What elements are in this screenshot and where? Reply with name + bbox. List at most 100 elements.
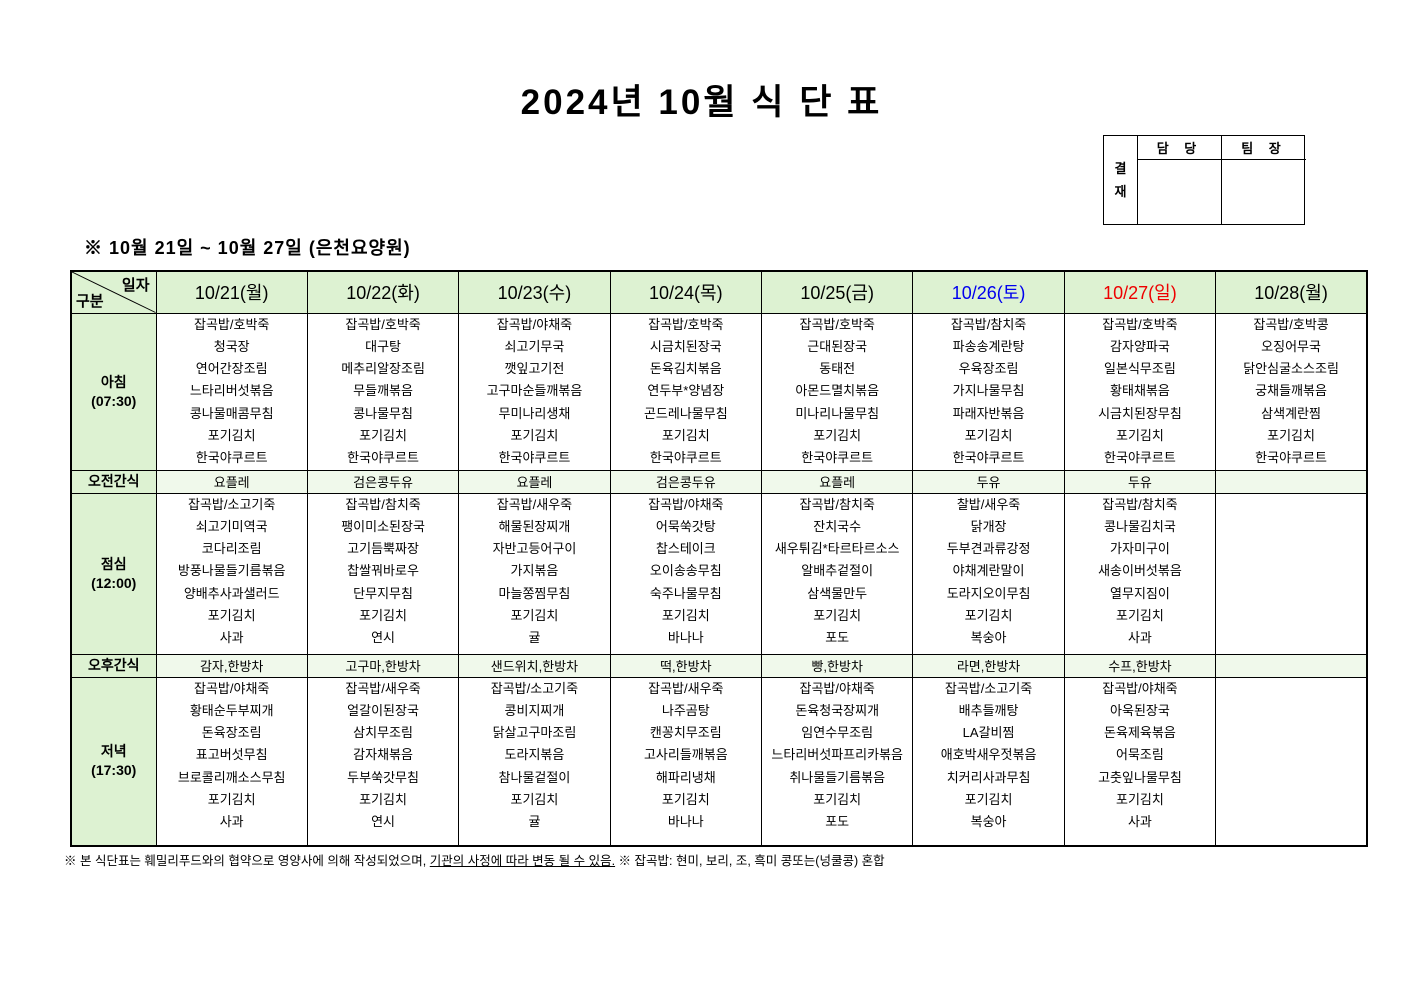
menu-item: 찹스테이크 (655, 541, 716, 557)
table-row-pm-snack: 오후간식 감자,한방차 고구마,한방차 샌드위치,한방차 떡,한방차 빵,한방차 라면,한방… (70, 653, 1368, 678)
footer-note-part1: ※ 본 식단표는 훼밀리푸드와의 협약으로 영양사에 의해 작성되었으며, (64, 854, 430, 868)
menu-item: 어묵쑥갓탕 (655, 518, 716, 534)
menu-item: 포기김치 (1116, 792, 1164, 808)
menu-item: 아몬드멸치볶음 (795, 383, 880, 399)
menu-item: 잔치국수 (813, 518, 862, 534)
approval-label: 결 재 (1104, 136, 1138, 224)
menu-item: 새송이버섯볶음 (1098, 563, 1182, 579)
menu-item: 닭살고구마조림 (492, 725, 577, 741)
menu-item: 한국야쿠르트 (1104, 450, 1176, 466)
row-label-am-snack: 오전간식 (70, 469, 157, 494)
date-header: 10/21(월) (155, 270, 308, 314)
menu-cell: 잡곡밥/호박죽 청국장 연어간장조림 느타리버섯볶음 콩나물매콤무침 포기김치 한국야쿠르트 (155, 312, 308, 471)
corner-cell: 일자 구분 (70, 270, 157, 314)
menu-item: 사과 (1127, 630, 1152, 646)
menu-item: 대구탕 (365, 338, 401, 354)
approval-signature-cell (1138, 160, 1222, 224)
menu-item: 포기김치 (661, 608, 710, 624)
snack-cell: 떡,한방차 (609, 653, 763, 678)
menu-cell: 잡곡밥/참치죽 잔치국수 새우튀김*타르타르소스 알배추겉절이 삼색물만두 포기김치 포도 (760, 492, 914, 655)
menu-item: 열무지짐이 (1110, 585, 1170, 601)
menu-item: 캔꽁치무조림 (649, 725, 722, 741)
menu-item: 해물된장찌개 (498, 518, 571, 534)
menu-item: 나주곰탕 (661, 702, 710, 718)
date-header: 10/26(토) (912, 270, 1065, 314)
menu-item: 잡곡밥/참치죽 (1102, 496, 1178, 512)
menu-item: 고기듬뿍짜장 (347, 541, 419, 557)
menu-item: 포기김치 (207, 427, 256, 443)
menu-item: 잡곡밥/호박죽 (345, 316, 421, 332)
menu-item: 포기김치 (510, 608, 559, 624)
menu-item: 잡곡밥/호박죽 (648, 316, 724, 332)
menu-item: 느타리버섯파프리카볶음 (771, 747, 903, 763)
menu-item: 포기김치 (661, 427, 710, 443)
menu-item: 고사리들깨볶음 (643, 747, 728, 763)
menu-item: 메추리알장조림 (341, 361, 425, 377)
date-header: 10/23(수) (458, 270, 611, 314)
menu-item: 파송송계란탕 (952, 338, 1025, 354)
menu-item: 시금치된장국 (649, 338, 722, 354)
table-row-dinner: 저녁 (17:30) 잡곡밥/야채죽 황태순두부찌개 돈육장조림 표고버섯무침 브로콜리깨소… (70, 676, 1368, 847)
menu-item: 포기김치 (964, 792, 1013, 808)
snack-cell: 고구마,한방차 (306, 653, 460, 678)
menu-item: 잡곡밥/새우죽 (496, 496, 573, 512)
menu-cell: 잡곡밥/참치죽 팽이미소된장국 고기듬뿍짜장 찹쌀꿔바로우 단무지무침 포기김치 연시 (306, 492, 460, 655)
menu-item: 잡곡밥/소고기죽 (188, 496, 276, 512)
menu-item: 양배추사과샐러드 (183, 585, 280, 601)
menu-item: 포기김치 (813, 792, 862, 808)
menu-cell: 잡곡밥/소고기죽 콩비지찌개 닭살고구마조림 도라지볶음 참나물겉절이 포기김치 귤 (458, 676, 611, 847)
menu-item: 잡곡밥/호박죽 (1102, 316, 1178, 332)
menu-item: 한국야쿠르트 (1255, 450, 1327, 466)
menu-item: 잡곡밥/호박죽 (799, 316, 875, 332)
menu-item: 잡곡밥/소고기죽 (944, 680, 1033, 696)
menu-item: LA갈비찜 (962, 725, 1015, 741)
menu-item: 사과 (1127, 814, 1152, 830)
menu-item: 단무지무침 (353, 585, 413, 601)
menu-item: 잡곡밥/참치죽 (950, 316, 1027, 332)
menu-item: 포도 (825, 814, 850, 830)
menu-item: 포기김치 (1116, 608, 1164, 624)
menu-item: 근대된장국 (807, 338, 868, 354)
menu-item: 치커리사과무침 (946, 769, 1031, 785)
menu-item: 포기김치 (1267, 427, 1315, 443)
date-header: 10/24(목) (609, 270, 763, 314)
menu-cell: 잡곡밥/새우죽 나주곰탕 캔꽁치무조림 고사리들깨볶음 해파리냉채 포기김치 바나나 (609, 676, 763, 847)
menu-item: 동태전 (819, 361, 856, 377)
menu-cell: 잡곡밥/야채죽 아욱된장국 돈육제육볶음 어묵조림 고춧잎나물무침 포기김치 사과 (1063, 676, 1217, 847)
menu-cell: 잡곡밥/호박죽 대구탕 메추리알장조림 무들깨볶음 콩나물무침 포기김치 한국야쿠르트 (306, 312, 460, 471)
menu-item: 우육장조림 (958, 361, 1019, 377)
menu-item: 삼색계란찜 (1261, 405, 1321, 421)
date-header: 10/27(일) (1063, 270, 1217, 314)
snack-cell: 검은콩두유 (306, 469, 460, 494)
menu-item: 도라지볶음 (504, 747, 565, 763)
snack-cell (1215, 469, 1368, 494)
menu-item: 포기김치 (813, 608, 862, 624)
menu-cell: 잡곡밥/소고기죽 쇠고기미역국 코다리조림 방풍나물들기름볶음 양배추사과샐러드 포기김치… (155, 492, 308, 655)
menu-item: 포기김치 (359, 608, 407, 624)
menu-item: 한국야쿠르트 (347, 450, 419, 466)
menu-item: 한국야쿠르트 (195, 450, 268, 466)
menu-cell: 잡곡밥/야채죽 어묵쑥갓탕 찹스테이크 오이송송무침 숙주나물무침 포기김치 바나나 (609, 492, 763, 655)
menu-item: 포기김치 (964, 608, 1013, 624)
menu-item: 잡곡밥/소고기죽 (490, 680, 579, 696)
menu-item: 감자양파국 (1110, 338, 1170, 354)
menu-item: 바나나 (667, 814, 704, 830)
menu-item: 찰밥/새우죽 (956, 496, 1021, 512)
date-header: 10/25(금) (760, 270, 914, 314)
menu-cell (1215, 492, 1368, 655)
menu-item: 잡곡밥/야채죽 (194, 680, 270, 696)
row-label-breakfast: 아침 (07:30) (70, 312, 157, 471)
menu-item: 청국장 (213, 338, 250, 354)
menu-item: 알배추겉절이 (801, 563, 874, 579)
menu-item: 돈육제육볶음 (1104, 725, 1176, 741)
menu-item: 닭안심굴소스조림 (1243, 361, 1339, 377)
menu-item: 브로콜리깨소스무침 (177, 769, 286, 785)
approval-label-char: 결 (1114, 161, 1127, 176)
menu-item: 고춧잎나물무침 (1098, 769, 1182, 785)
footer-note-part2: ※ 잡곡밥: 현미, 보리, 조, 흑미 콩또는(넝쿨콩) 혼합 (615, 854, 885, 868)
menu-item: 잡곡밥/참치죽 (799, 496, 875, 512)
snack-cell: 두유 (912, 469, 1065, 494)
menu-item: 포기김치 (359, 427, 407, 443)
menu-item: 숙주나물무침 (649, 585, 722, 601)
